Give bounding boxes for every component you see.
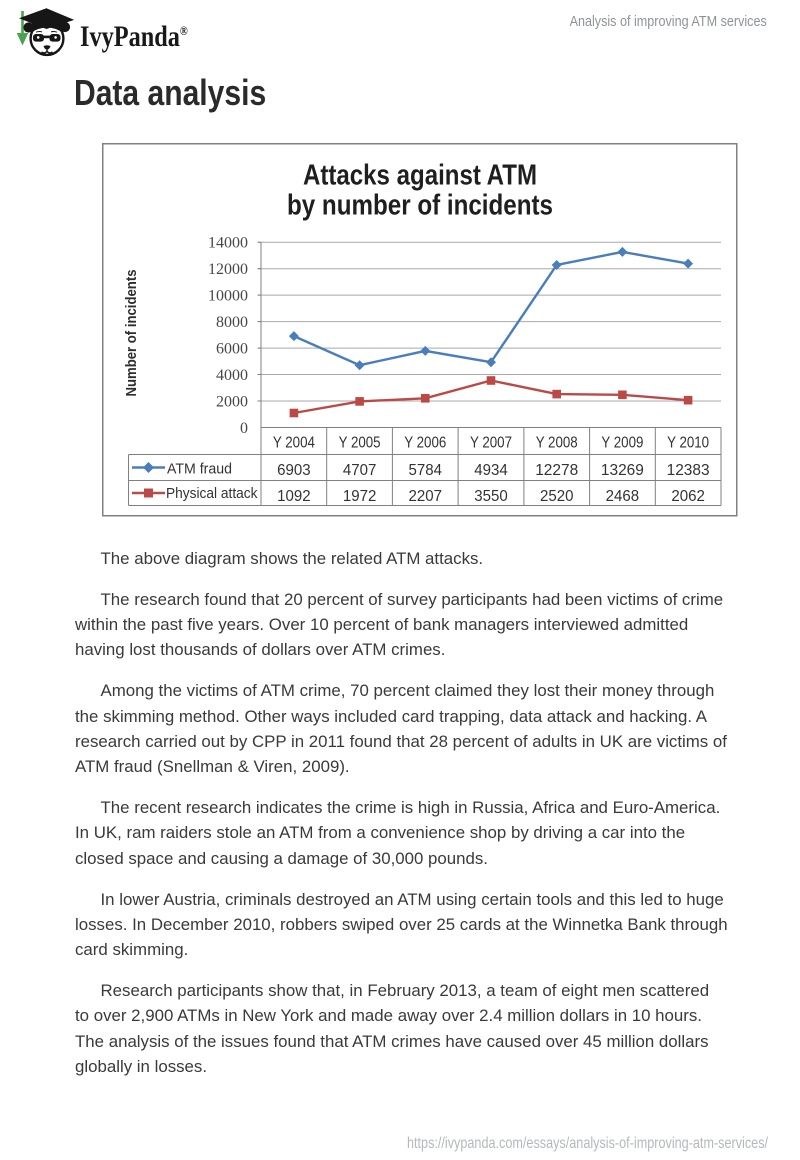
svg-text:by number of incidents: by number of incidents <box>287 190 553 222</box>
svg-text:6903: 6903 <box>277 462 311 479</box>
svg-text:14000: 14000 <box>208 235 248 252</box>
svg-text:5784: 5784 <box>409 462 443 479</box>
svg-text:10000: 10000 <box>208 288 248 305</box>
svg-text:12000: 12000 <box>208 261 248 278</box>
svg-text:6000: 6000 <box>216 341 248 358</box>
svg-text:Y 2007: Y 2007 <box>470 435 512 452</box>
svg-text:12383: 12383 <box>667 462 710 479</box>
svg-text:1092: 1092 <box>277 488 311 505</box>
svg-text:Y 2010: Y 2010 <box>667 435 709 452</box>
svg-text:Y 2004: Y 2004 <box>273 435 315 452</box>
svg-text:4934: 4934 <box>474 462 508 479</box>
svg-text:2468: 2468 <box>606 488 640 505</box>
svg-text:2062: 2062 <box>671 488 705 505</box>
svg-text:Attacks against ATM: Attacks against ATM <box>303 160 537 192</box>
svg-text:Y 2008: Y 2008 <box>536 435 578 452</box>
svg-text:2000: 2000 <box>216 393 248 410</box>
svg-text:3550: 3550 <box>474 488 508 505</box>
svg-text:Y 2006: Y 2006 <box>404 435 446 452</box>
svg-text:Y 2005: Y 2005 <box>339 435 381 452</box>
svg-text:8000: 8000 <box>216 314 248 331</box>
svg-text:1972: 1972 <box>343 488 377 505</box>
svg-text:13269: 13269 <box>601 462 644 479</box>
svg-text:4000: 4000 <box>216 367 248 384</box>
svg-text:2520: 2520 <box>540 488 574 505</box>
svg-text:Physical attack: Physical attack <box>166 485 258 502</box>
svg-text:Y 2009: Y 2009 <box>601 435 643 452</box>
svg-text:Number of incidents: Number of incidents <box>123 270 140 397</box>
svg-text:ATM fraud: ATM fraud <box>167 461 232 478</box>
svg-text:0: 0 <box>240 420 248 437</box>
svg-text:4707: 4707 <box>343 462 377 479</box>
svg-text:2207: 2207 <box>409 488 443 505</box>
svg-text:12278: 12278 <box>535 462 578 479</box>
